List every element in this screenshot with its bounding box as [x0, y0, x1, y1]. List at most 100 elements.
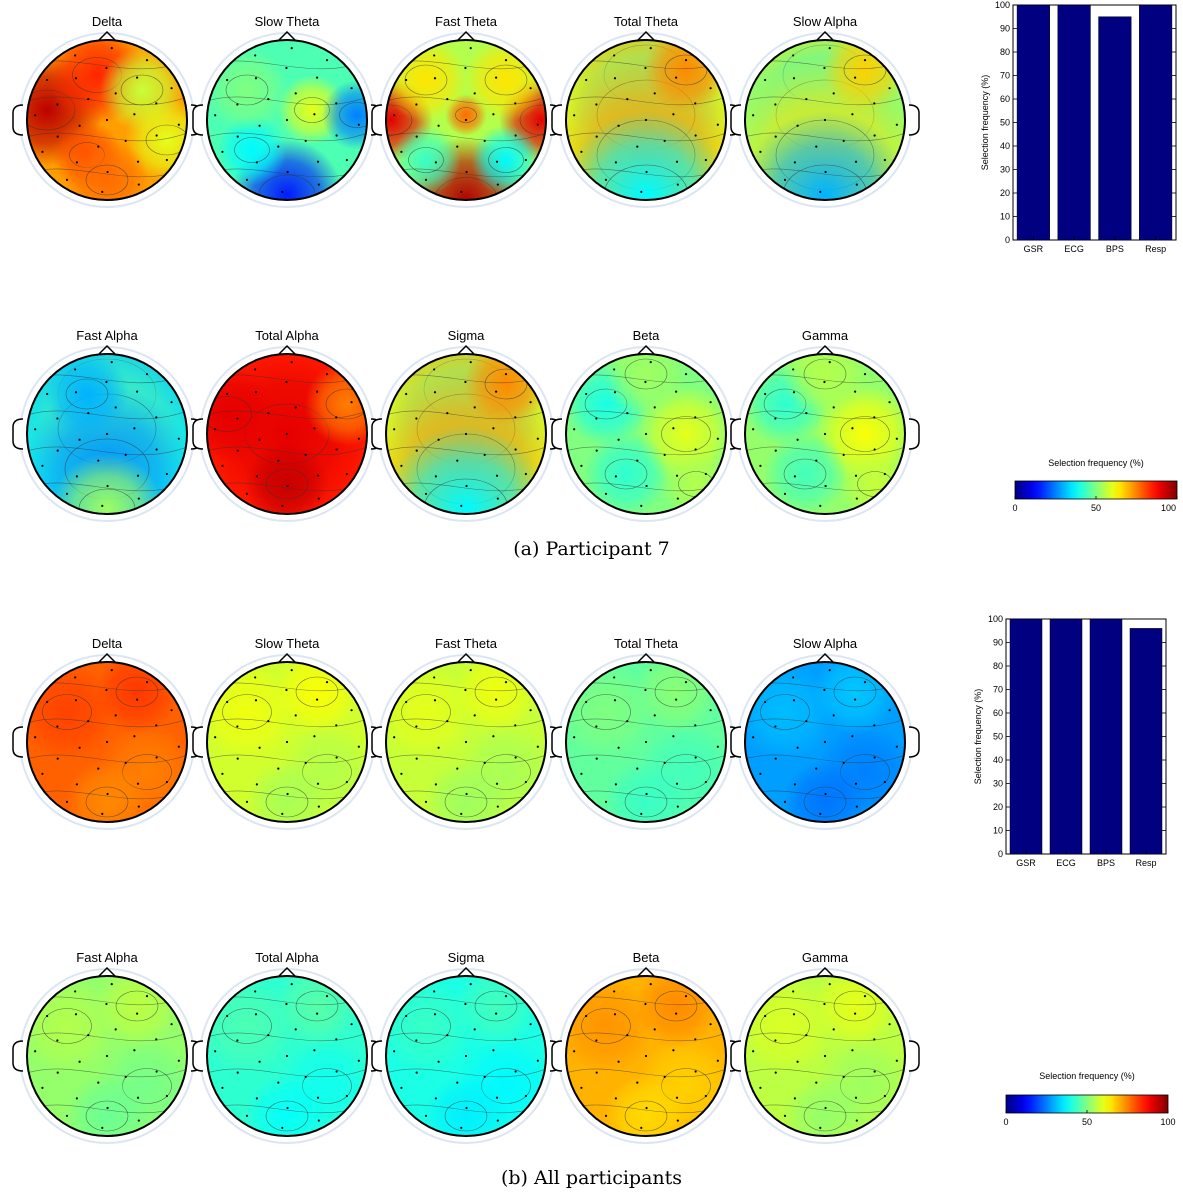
topomap-total-theta: Total Theta: [551, 14, 741, 208]
topomap-title: Delta: [92, 636, 123, 651]
topomap-beta: Beta: [551, 328, 741, 522]
y-tick-label: 30: [1000, 165, 1010, 175]
topomap-title: Beta: [633, 328, 661, 343]
ear-icon: [551, 418, 563, 450]
colorbar-tick-label: 0: [1012, 503, 1017, 513]
y-tick-label: 60: [993, 708, 1003, 718]
x-tick-label: BPS: [1097, 858, 1115, 868]
nose-icon: [814, 344, 836, 357]
y-tick-label: 0: [1005, 235, 1010, 245]
y-tick-label: 70: [993, 685, 1003, 695]
y-tick-label: 40: [993, 755, 1003, 765]
topomap-fast-theta: Fast Theta: [371, 636, 561, 830]
ear-icon: [371, 418, 383, 450]
y-tick-label: 20: [1000, 188, 1010, 198]
nose-icon: [276, 344, 298, 357]
ear-icon: [12, 726, 24, 758]
nose-icon: [455, 30, 477, 43]
nose-icon: [96, 966, 118, 979]
bar-ecg: [1049, 618, 1083, 855]
y-tick-label: 50: [993, 732, 1003, 742]
y-tick-label: 50: [1000, 118, 1010, 128]
ear-icon: [551, 104, 563, 136]
ear-icon: [908, 1040, 920, 1072]
y-tick-label: 20: [993, 802, 1003, 812]
bar-gsr: [1016, 4, 1050, 241]
topomap-slow-alpha: Slow Alpha: [730, 14, 920, 208]
topomap-beta: Beta: [551, 950, 741, 1144]
topomap-slow-theta: Slow Theta: [192, 636, 382, 830]
topomap-slow-theta: Slow Theta: [192, 14, 382, 208]
y-tick-label: 80: [1000, 47, 1010, 57]
ear-icon: [192, 726, 204, 758]
x-tick-label: Resp: [1145, 244, 1166, 254]
x-tick-label: Resp: [1135, 858, 1156, 868]
nose-icon: [276, 30, 298, 43]
topomap-title: Slow Alpha: [793, 636, 858, 651]
topomap-gamma: Gamma: [730, 328, 920, 522]
colorbar-label: Selection frequency (%): [1039, 1071, 1135, 1081]
nose-icon: [276, 966, 298, 979]
caption-panel-b: (b) All participants: [500, 1167, 683, 1189]
ear-icon: [551, 726, 563, 758]
ear-icon: [192, 1040, 204, 1072]
ear-icon: [908, 418, 920, 450]
bar-chart-panel-b: 0 10 20 30 40 50 60 70 80 90 100 Selection frequenc…: [973, 614, 1167, 868]
bar-resp: [1129, 628, 1163, 855]
y-tick-label: 90: [1000, 24, 1010, 34]
topomap-gamma: Gamma: [730, 950, 920, 1144]
y-tick-label: 80: [993, 661, 1003, 671]
topomap-slow-alpha: Slow Alpha: [730, 636, 920, 830]
topomap-title: Gamma: [802, 328, 849, 343]
topomap-title: Total Theta: [614, 14, 679, 29]
nose-icon: [96, 344, 118, 357]
y-tick-label: 10: [1000, 212, 1010, 222]
topomap-title: Slow Alpha: [793, 14, 858, 29]
topomap-sigma: Sigma: [371, 950, 561, 1144]
y-axis-label: Selection frequency (%): [980, 75, 990, 171]
nose-icon: [814, 966, 836, 979]
topomap-total-alpha: Total Alpha: [192, 328, 382, 522]
topomap-delta: Delta: [12, 14, 202, 208]
ear-icon: [371, 104, 383, 136]
nose-icon: [455, 652, 477, 665]
nose-icon: [635, 30, 657, 43]
nose-icon: [635, 966, 657, 979]
ear-icon: [908, 104, 920, 136]
topomap-title: Total Alpha: [255, 328, 319, 343]
colorbar-label: Selection frequency (%): [1048, 458, 1144, 468]
colorbar-tick-label: 0: [1003, 1117, 1008, 1127]
y-tick-label: 100: [988, 614, 1003, 624]
colorbar-tick-label: 100: [1160, 1117, 1175, 1127]
y-tick-label: 100: [995, 0, 1010, 10]
topomap-sigma: Sigma: [371, 328, 561, 522]
topomap-title: Total Alpha: [255, 950, 319, 965]
nose-icon: [635, 652, 657, 665]
topomap-title: Slow Theta: [255, 636, 321, 651]
colorbar-tick-label: 50: [1082, 1117, 1092, 1127]
ear-icon: [730, 418, 742, 450]
y-tick-label: 40: [1000, 141, 1010, 151]
topomap-fast-theta: Fast Theta: [371, 14, 561, 208]
y-axis-label: Selection frequency (%): [973, 689, 983, 785]
bar-bps: [1098, 16, 1132, 241]
nose-icon: [455, 966, 477, 979]
ear-icon: [371, 726, 383, 758]
nose-icon: [814, 652, 836, 665]
topomap-delta: Delta: [12, 636, 202, 830]
bar-ecg: [1057, 4, 1091, 241]
topomap-title: Sigma: [448, 950, 486, 965]
ear-icon: [192, 418, 204, 450]
bar-resp: [1139, 4, 1173, 241]
caption-panel-a: (a) Participant 7: [513, 538, 670, 560]
topomap-fast-alpha: Fast Alpha: [12, 328, 202, 522]
colorbar-b: Selection frequency (%) 0 50 100: [1003, 1071, 1175, 1127]
nose-icon: [96, 652, 118, 665]
ear-icon: [730, 726, 742, 758]
ear-icon: [730, 1040, 742, 1072]
y-tick-label: 0: [998, 849, 1003, 859]
topomap-title: Fast Theta: [435, 636, 498, 651]
topomap-fast-alpha: Fast Alpha: [12, 950, 202, 1144]
topomap-title: Sigma: [448, 328, 486, 343]
